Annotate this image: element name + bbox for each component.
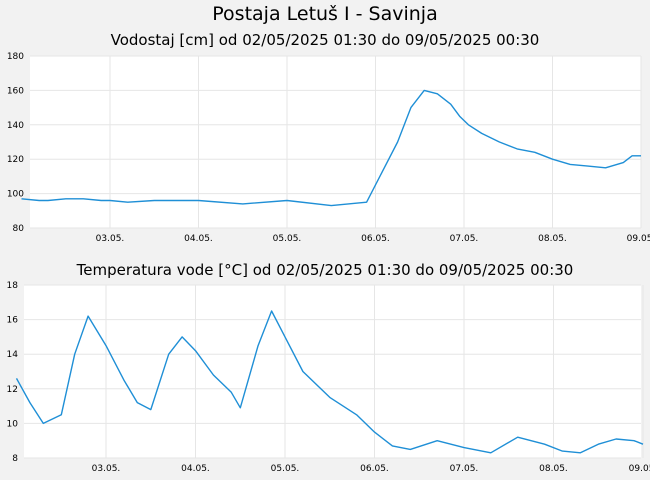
level-y-tick-label: 140 — [7, 121, 24, 131]
temp-y-tick-label: 10 — [7, 419, 19, 429]
level-y-tick-label: 180 — [7, 52, 24, 62]
level-x-tick-label: 09.05. — [627, 234, 650, 244]
level-plot-area — [30, 56, 641, 228]
level-x-tick-label: 04.05. — [184, 234, 213, 244]
level-y-tick-label: 120 — [7, 155, 24, 165]
temp-x-tick-label: 09.05. — [629, 464, 650, 474]
chart-title-water-temperature: Temperatura vode [°C] od 02/05/2025 01:3… — [76, 261, 574, 279]
level-y-tick-label: 80 — [13, 224, 25, 234]
temp-y-tick-label: 12 — [7, 385, 18, 395]
level-x-tick-label: 06.05. — [361, 234, 390, 244]
page-title: Postaja Letuš I - Savinja — [212, 3, 438, 25]
level-x-tick-label: 05.05. — [273, 234, 302, 244]
level-x-tick-label: 03.05. — [96, 234, 125, 244]
level-y-tick-label: 100 — [7, 190, 24, 200]
temp-series-line — [15, 310, 644, 454]
temp-y-tick-label: 8 — [12, 454, 18, 464]
temp-x-tick-label: 04.05. — [181, 464, 210, 474]
temp-x-tick-label: 08.05. — [539, 464, 568, 474]
temp-y-tick-label: 18 — [7, 281, 19, 291]
chart-title-water-level: Vodostaj [cm] od 02/05/2025 01:30 do 09/… — [110, 31, 540, 49]
level-x-tick-label: 08.05. — [538, 234, 567, 244]
temp-x-tick-label: 07.05. — [450, 464, 479, 474]
level-y-tick-label: 160 — [7, 86, 24, 96]
temp-plot-area — [24, 285, 641, 458]
temp-x-tick-label: 06.05. — [360, 464, 389, 474]
temp-x-tick-label: 05.05. — [271, 464, 300, 474]
temp-y-tick-label: 14 — [7, 350, 19, 360]
temp-x-tick-label: 03.05. — [92, 464, 121, 474]
level-x-tick-label: 07.05. — [450, 234, 479, 244]
level-series-line — [21, 89, 641, 207]
temp-y-tick-label: 16 — [7, 316, 19, 326]
